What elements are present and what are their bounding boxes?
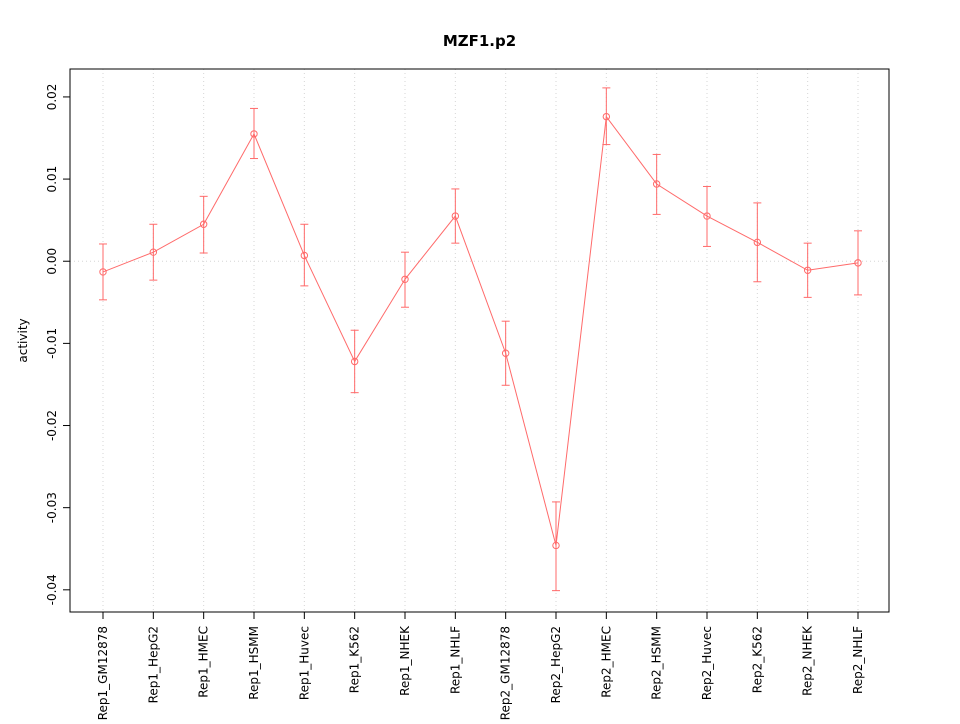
x-tick-label: Rep1_GM12878 [96,626,110,720]
data-point [350,357,359,366]
data-point [250,130,258,138]
data-point [552,541,560,550]
x-tick-label: Rep2_HSMM [650,626,664,700]
y-axis-title: activity [16,318,30,362]
x-tick-label: Rep2_K562 [750,626,764,693]
x-tick-label: Rep1_HepG2 [146,626,160,703]
data-point [854,259,862,267]
y-tick-label: -0.03 [45,492,59,523]
x-tick-label: Rep1_Huvec [297,626,311,700]
x-tick-label: Rep2_GM12878 [499,626,513,720]
x-tick-label: Rep1_HSMM [247,626,261,700]
data-point [602,112,611,121]
data-point [501,349,510,357]
x-tick-label: Rep2_NHEK [801,625,815,696]
data-point [753,238,762,247]
y-tick-label: 0.01 [45,166,59,193]
x-tick-label: Rep2_NHLF [851,626,865,694]
x-tick-label: Rep2_Huvec [700,626,714,700]
y-tick-label: 0.00 [45,248,59,275]
data-point [451,212,460,220]
data-point [199,220,208,228]
data-point [652,180,661,188]
y-tick-label: 0.02 [45,84,59,111]
x-tick-label: Rep1_HMEC [197,626,211,698]
data-point [703,212,711,220]
x-tick-label: Rep1_NHLF [448,626,462,694]
data-point [401,275,409,283]
x-tick-label: Rep1_K562 [348,626,362,693]
x-tick-label: Rep2_HMEC [599,626,613,698]
data-point [99,268,107,276]
y-tick-label: -0.01 [45,328,59,359]
data-point [149,248,158,256]
y-tick-label: -0.04 [45,574,59,605]
page-title: MZF1.p2 [443,32,516,50]
data-point [803,266,812,274]
x-tick-label: Rep2_HepG2 [549,626,563,703]
x-tick-label: Rep1_NHEK [398,625,412,696]
y-tick-label: -0.02 [45,410,59,441]
data-point [300,251,309,260]
plot-border [69,68,890,613]
series-line [102,115,859,546]
